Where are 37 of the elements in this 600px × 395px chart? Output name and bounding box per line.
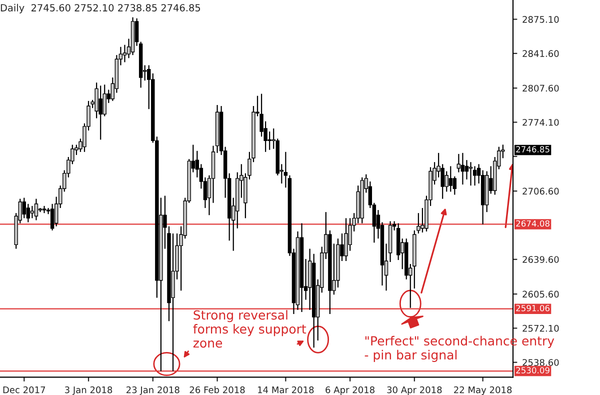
candlestick [268,130,272,150]
candlestick [460,152,465,186]
ref-line-label: 2591.06 [516,304,550,312]
x-tick-label: 14 Mar 2018 [258,386,314,394]
candlestick [22,197,26,219]
x-tick-label: Dec 2017 [3,386,46,394]
y-tick-label: 2639.60 [522,256,559,263]
y-tick-label: 2706.60 [522,188,559,195]
annotation: Strong reversal forms key support zone [193,310,306,348]
ref-line-label: 2530.09 [516,367,550,374]
y-tick-label: 2774.10 [522,118,559,126]
candlestick [472,166,477,186]
y-tick-label: 2841.60 [522,50,559,57]
candlestick [34,198,38,221]
candlestick [284,151,288,188]
candlestick [102,84,106,117]
y-tick-label: 2875.10 [522,16,559,23]
candlestick [452,176,457,196]
y-tick-label: 2572.10 [522,324,559,332]
y-tick-label: 2605.60 [522,290,559,298]
y-tick-label: 2807.60 [522,84,559,92]
candlestick [30,205,34,219]
x-tick-label: 23 Jan 2018 [126,386,180,395]
candlestick [448,166,452,192]
x-tick-label: 26 Feb 2018 [190,386,245,394]
ref-line-label: 2674.08 [516,220,550,227]
candlestick [42,205,46,214]
candlestick [98,85,102,140]
x-tick-label: 30 Apr 2018 [387,386,442,395]
text: 2746.85 [516,146,550,152]
x-tick-label: 6 Apr 2018 [326,386,374,395]
x-tick-label: 3 Jan 2018 [65,386,112,395]
candlestick [26,203,30,223]
candlestick [344,218,348,262]
chart-title: Daily 2745.60 2752.10 2738.85 2746.85 [0,4,200,14]
x-tick-label: 22 May 2018 [454,386,512,395]
candlestick [50,203,54,231]
